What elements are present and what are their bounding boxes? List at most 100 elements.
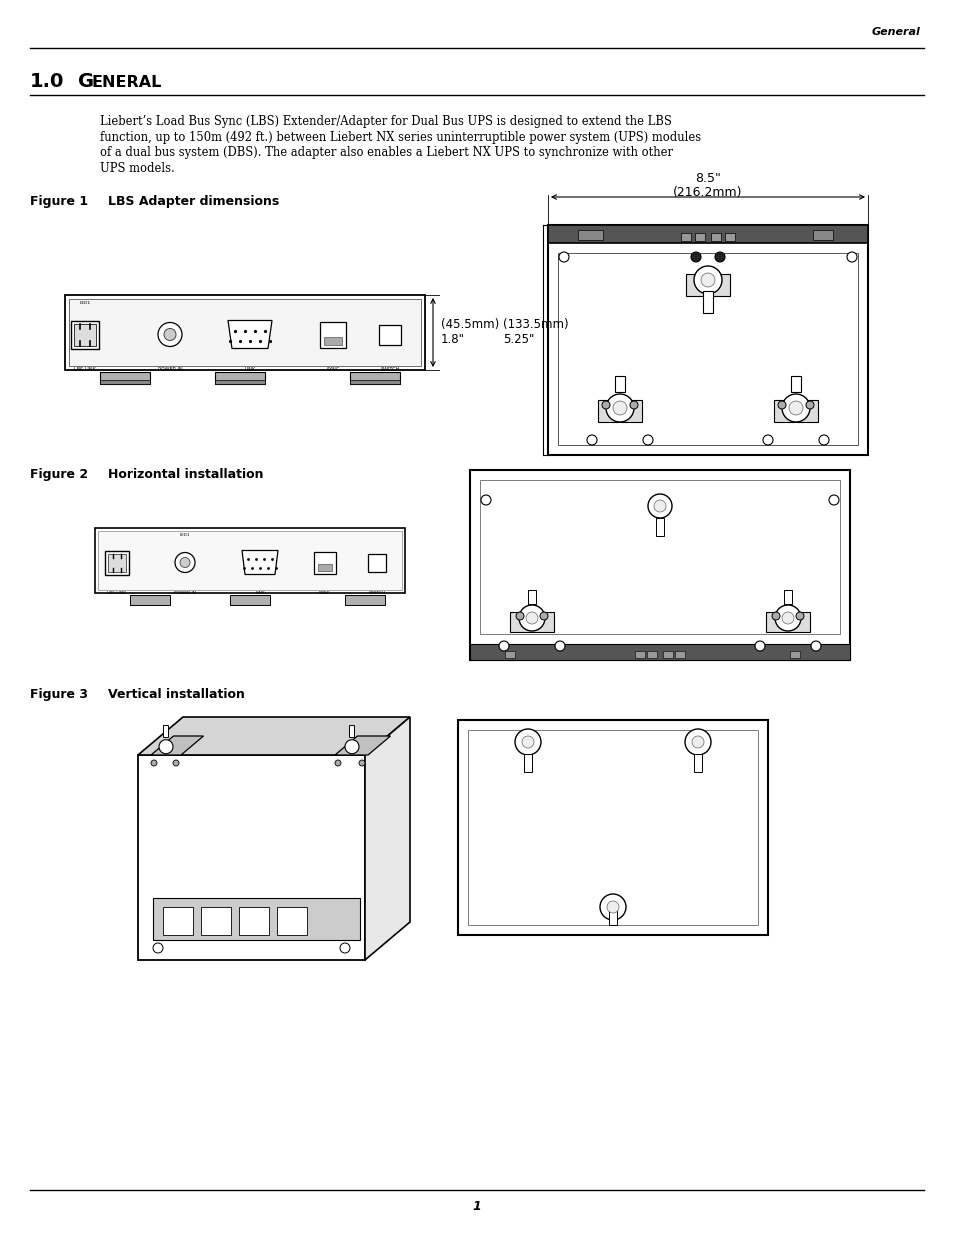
Text: LBS LINK: LBS LINK <box>74 367 96 372</box>
Bar <box>702 291 712 312</box>
Text: 1: 1 <box>472 1200 481 1214</box>
Circle shape <box>174 552 194 573</box>
Circle shape <box>654 500 665 513</box>
Circle shape <box>691 736 703 748</box>
Bar <box>675 651 684 658</box>
Text: LED1: LED1 <box>179 534 190 537</box>
Circle shape <box>516 613 523 620</box>
Text: POWER IN: POWER IN <box>157 367 182 372</box>
Circle shape <box>539 613 547 620</box>
Bar <box>317 563 332 571</box>
Bar <box>470 471 849 659</box>
Circle shape <box>788 401 802 415</box>
Bar <box>710 233 720 241</box>
Bar <box>773 400 817 422</box>
Bar <box>314 552 335 573</box>
Circle shape <box>642 435 652 445</box>
Polygon shape <box>151 736 203 755</box>
Bar <box>130 595 170 605</box>
Bar <box>100 380 150 384</box>
Bar <box>378 325 400 345</box>
Bar <box>95 529 405 593</box>
Polygon shape <box>335 736 390 755</box>
Bar <box>479 480 840 634</box>
Bar <box>319 321 346 347</box>
Polygon shape <box>228 321 272 348</box>
Bar <box>547 225 867 454</box>
Circle shape <box>762 435 772 445</box>
Circle shape <box>629 401 638 409</box>
Text: LED1: LED1 <box>79 301 91 305</box>
Circle shape <box>599 894 625 920</box>
Bar <box>345 595 385 605</box>
Circle shape <box>159 740 172 753</box>
Bar <box>558 253 857 445</box>
Circle shape <box>339 944 350 953</box>
Bar <box>65 295 424 370</box>
Text: SYNC: SYNC <box>326 367 339 372</box>
Bar <box>635 651 644 658</box>
Bar <box>457 720 767 935</box>
Text: Figure 3: Figure 3 <box>30 688 88 701</box>
Text: UPS models.: UPS models. <box>100 162 174 174</box>
Bar <box>152 898 359 940</box>
Bar <box>214 372 265 384</box>
Circle shape <box>151 760 157 766</box>
Text: Vertical installation: Vertical installation <box>108 688 245 701</box>
Text: Figure 1: Figure 1 <box>30 195 88 207</box>
Circle shape <box>754 641 764 651</box>
Bar <box>504 651 515 658</box>
Bar <box>105 551 129 574</box>
Circle shape <box>498 641 509 651</box>
Text: G: G <box>78 72 94 91</box>
Text: (216.2mm): (216.2mm) <box>673 186 742 199</box>
Text: function, up to 150m (492 ft.) between Liebert NX series uninterruptible power s: function, up to 150m (492 ft.) between L… <box>100 131 700 143</box>
Text: LBS Adapter dimensions: LBS Adapter dimensions <box>108 195 279 207</box>
Bar <box>765 613 809 632</box>
Text: LBS LINK: LBS LINK <box>108 592 127 595</box>
Circle shape <box>515 729 540 755</box>
Text: (45.5mm): (45.5mm) <box>440 317 498 331</box>
Text: LINK: LINK <box>254 592 265 595</box>
Bar <box>695 233 704 241</box>
Bar <box>724 233 734 241</box>
Bar <box>98 531 401 590</box>
Circle shape <box>810 641 821 651</box>
Bar <box>470 643 849 659</box>
Bar <box>100 372 150 384</box>
Bar <box>578 230 602 240</box>
Bar <box>656 517 663 536</box>
Bar <box>662 651 672 658</box>
Text: 1.8": 1.8" <box>440 333 464 346</box>
Circle shape <box>613 401 626 415</box>
Bar <box>71 321 99 348</box>
Circle shape <box>555 641 564 651</box>
Polygon shape <box>365 718 410 960</box>
Circle shape <box>358 760 365 766</box>
Bar <box>368 553 386 572</box>
Circle shape <box>846 252 856 262</box>
Text: Figure 2: Figure 2 <box>30 468 88 480</box>
Bar <box>230 595 270 605</box>
Bar <box>163 906 193 935</box>
Text: 5.25": 5.25" <box>502 333 534 346</box>
Polygon shape <box>138 718 410 755</box>
Circle shape <box>818 435 828 445</box>
Bar <box>812 230 832 240</box>
Bar <box>790 375 801 391</box>
Bar <box>163 725 169 737</box>
Bar <box>685 274 729 296</box>
Circle shape <box>605 394 634 422</box>
Bar <box>789 651 800 658</box>
Text: SYNC: SYNC <box>319 592 331 595</box>
Polygon shape <box>138 755 365 960</box>
Circle shape <box>781 394 809 422</box>
Circle shape <box>521 736 534 748</box>
Circle shape <box>774 605 801 631</box>
Text: ENERAL: ENERAL <box>91 75 162 90</box>
Bar <box>608 906 617 925</box>
Circle shape <box>647 494 671 517</box>
Bar <box>69 299 420 366</box>
Bar <box>523 755 532 772</box>
Circle shape <box>690 252 700 262</box>
